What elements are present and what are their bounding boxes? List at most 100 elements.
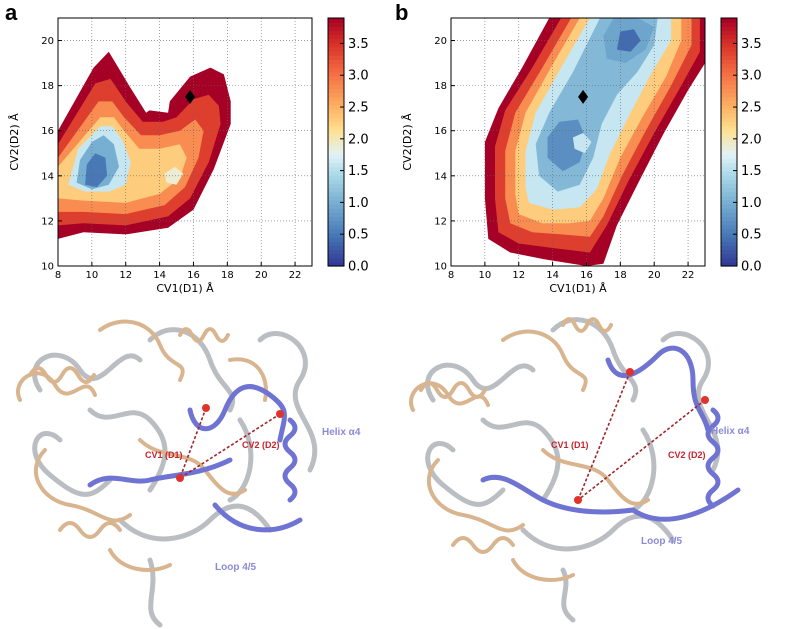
colorbar-segment [328,42,344,48]
contour-region-8 [164,166,184,185]
colorbar-segment [328,249,344,255]
y-tick-label: 16 [434,126,447,137]
y-tick-label: 12 [434,216,447,227]
colorbar-segment [721,55,737,60]
colorbar-segment [328,261,344,267]
colorbar-segment [721,46,737,52]
colorbar-segment [328,18,344,23]
x-tick-label: 14 [546,270,559,281]
colorbar-segment [721,195,737,201]
y-tick-label: 20 [41,36,54,47]
colorbar-segment [328,108,344,114]
colorbar-segment [328,121,344,127]
colorbar-frame [327,17,345,267]
x-tick-label: 18 [221,270,234,281]
colorbar-segment [721,100,737,106]
colorbar-segment [721,257,737,263]
x-tick-label: 14 [153,270,166,281]
colorbar-segment [721,158,737,164]
colorbar-segment [721,113,737,118]
x-tick-label: 10 [478,270,491,281]
colorbar-segment [721,154,737,160]
x-tick-label: 8 [55,270,61,281]
colorbar-tick-label: 0.0 [741,260,762,275]
colorbar-segment [328,84,344,89]
colorbar-segment [721,191,737,197]
distance-lines-a [179,407,281,479]
x-tick-label: 20 [648,270,661,281]
contour-region-7 [85,153,108,188]
contour-region-7 [547,119,587,172]
y-axis-label-b: CV2(D2) Å [401,113,414,171]
colorbar-segment [721,150,737,155]
helix-label-b: Helix α4 [711,426,750,437]
colorbar-segment [721,175,737,180]
colorbar-segment [721,129,737,135]
x-tick-label: 20 [255,270,268,281]
colorbar-segment [328,166,344,172]
colorbar-segment [721,142,737,147]
bead-pivot-a [176,474,184,482]
colorbar-segment [328,51,344,56]
colorbar-segment [328,142,344,147]
x-tick-label: 22 [289,270,302,281]
colorbar-segment [721,241,737,246]
colorbar-segment [721,51,737,56]
colorbar-segment [721,96,737,102]
panel-letter-a: a [5,0,18,25]
colorbar-segment [328,220,344,226]
colorbar-segment [328,183,344,189]
x-tick-label: 18 [614,270,627,281]
y-axis-label-a: CV2(D2) Å [8,113,21,171]
colorbar-segment [328,237,344,242]
colorbar-segment [721,232,737,238]
colorbar-segment [721,179,737,184]
colorbar-segment [328,38,344,44]
colorbar-frame [720,17,738,267]
colorbar-segment [721,133,737,139]
colorbar-segment [328,117,344,122]
colorbar-segment [721,104,737,110]
y-tick-label: 14 [434,171,447,182]
colorbar-segment [328,175,344,180]
protein-structure-a: CV1 (D1) CV2 (D2) Helix α4 Loop 4/5 [16,319,361,628]
colorbar-tick-label: 0.5 [348,228,369,243]
colorbar-segment [721,204,737,209]
y-tick-label: 12 [41,216,54,227]
colorbar-segment [328,59,344,65]
colorbar-segment [328,80,344,85]
protein-ribbon-tan-b [409,317,650,582]
x-tick-label: 16 [580,270,593,281]
colorbar-segment [328,162,344,168]
colorbar-segment [721,237,737,242]
colorbar-segment [328,154,344,160]
cv1-label-b: CV1 (D1) [551,440,589,450]
colorbar-segment [721,67,737,73]
distance-lines-b [577,371,706,501]
colorbar-segment [328,253,344,259]
colorbar-segment [721,162,737,168]
colorbar-segment [721,245,737,251]
colorbar-segment [328,245,344,251]
x-tick-label: 10 [85,270,98,281]
colorbar-tick-label: 2.0 [741,132,762,147]
colorbar-segment [721,183,737,189]
y-tick-label: 10 [41,262,54,273]
colorbar-segment [721,75,737,81]
colorbar-segment [721,220,737,226]
colorbar-segment [721,38,737,44]
colorbar-tick-label: 0.5 [741,228,762,243]
x-axis-label-b: CV1(D1) Å [549,282,607,295]
colorbar-segment [328,75,344,81]
panel-letter-b: b [395,0,409,25]
colorbar-segment [328,137,344,143]
colorbar-tick-label: 0.0 [348,260,369,275]
colorbar-segment [328,22,344,27]
colorbar-segment [328,224,344,230]
helix-label-a: Helix α4 [322,427,361,438]
colorbar-segment [721,34,737,40]
colorbar-segment [721,92,737,98]
colorbar-tick-label: 3.0 [348,69,369,84]
